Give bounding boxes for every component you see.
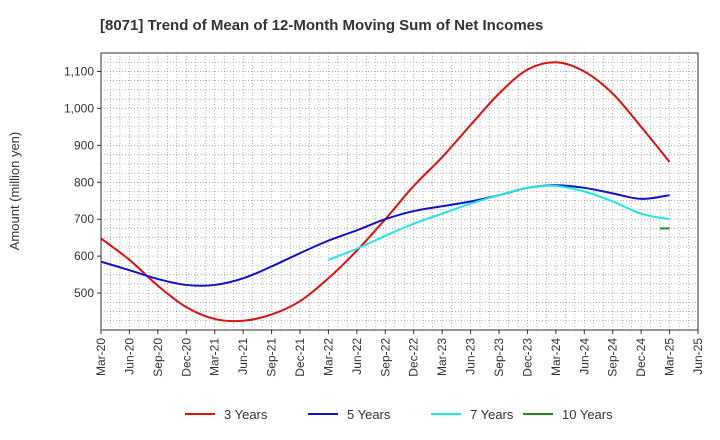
x-tick-label: Sep-21 <box>265 338 279 377</box>
series-layer <box>100 61 671 323</box>
x-tick-label: Sep-24 <box>606 338 620 377</box>
y-tick-label: 800 <box>74 175 94 189</box>
x-tick-label: Dec-21 <box>293 338 307 377</box>
y-tick-label: 900 <box>74 138 94 152</box>
x-tick-label: Mar-22 <box>321 338 335 376</box>
series-line-5-years <box>100 184 670 287</box>
y-axis-ticks: 500 600 700 800 900 1,000 1,100 <box>64 64 101 300</box>
x-tick-label: Jun-21 <box>236 338 250 375</box>
x-tick-label: Jun-24 <box>577 338 591 375</box>
y-tick-label: 1,100 <box>64 64 94 78</box>
x-axis-ticks: Mar-20 Jun-20 Sep-20 Dec-20 Mar-21 Jun-21 Sep-… <box>94 330 705 377</box>
legend-label: 5 Years <box>347 407 391 422</box>
y-tick-label: 1,000 <box>64 101 94 115</box>
x-tick-label: Sep-22 <box>378 338 392 377</box>
x-tick-label: Mar-23 <box>435 338 449 376</box>
x-tick-label: Dec-22 <box>407 338 421 377</box>
legend: 3 Years 5 Years 7 Years 10 Years <box>185 407 613 422</box>
x-tick-label: Sep-23 <box>492 338 506 377</box>
legend-label: 10 Years <box>562 407 613 422</box>
legend-label: 3 Years <box>224 407 268 422</box>
x-tick-label: Mar-24 <box>549 338 563 376</box>
x-tick-label: Mar-20 <box>94 338 108 376</box>
legend-item-5-years: 5 Years <box>308 407 391 422</box>
grid-lines <box>101 53 698 330</box>
y-tick-label: 700 <box>74 212 94 226</box>
x-tick-label: Sep-20 <box>151 338 165 377</box>
x-tick-label: Jun-25 <box>691 338 705 375</box>
chart-title: [8071] Trend of Mean of 12-Month Moving … <box>100 17 543 34</box>
x-tick-label: Dec-20 <box>179 338 193 377</box>
x-tick-label: Jun-22 <box>350 338 364 375</box>
y-axis-label: Amount (million yen) <box>7 132 22 251</box>
legend-item-3-years: 3 Years <box>185 407 268 422</box>
plot-border <box>100 52 699 331</box>
legend-item-7-years: 7 Years <box>431 407 514 422</box>
x-tick-label: Jun-20 <box>122 338 136 375</box>
series-line-7-years <box>328 184 670 261</box>
x-tick-label: Jun-23 <box>464 338 478 375</box>
legend-item-10-years: 10 Years <box>523 407 613 422</box>
x-tick-label: Dec-24 <box>634 338 648 377</box>
x-tick-label: Dec-23 <box>520 338 534 377</box>
y-tick-label: 600 <box>74 249 94 263</box>
legend-label: 7 Years <box>470 407 514 422</box>
y-tick-label: 500 <box>74 286 94 300</box>
x-tick-label: Mar-21 <box>208 338 222 376</box>
x-tick-label: Mar-25 <box>663 338 677 376</box>
